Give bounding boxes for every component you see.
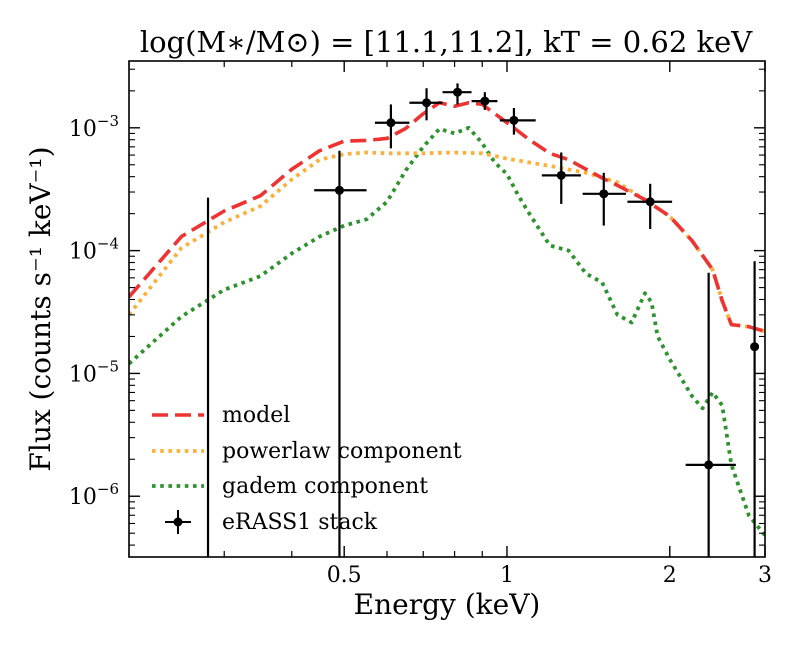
legend-label-gadem: gadem component [222, 474, 428, 499]
data-point [685, 272, 736, 557]
plot-frame [128, 60, 766, 558]
data-point [374, 104, 410, 149]
data-point [750, 261, 760, 557]
data-point-marker [750, 342, 760, 352]
data-point-marker [204, 615, 213, 624]
data-point [204, 197, 213, 624]
x-axis-label: Energy (keV) [354, 588, 541, 621]
legend-label-powerlaw: powerlaw component [222, 439, 462, 464]
legend: model powerlaw component gadem component… [152, 403, 462, 535]
x-tick-label: 1 [500, 563, 514, 588]
legend-swatch-erass1 [165, 510, 191, 534]
y-tick-label: 10−4 [69, 235, 119, 265]
data-point-marker [599, 189, 609, 199]
x-tick-label: 2 [663, 563, 677, 588]
data-point-marker [480, 96, 490, 106]
y-tick-label: 10−5 [69, 357, 119, 387]
data-point-marker [509, 115, 519, 125]
chart-title: log(M∗/M⊙) = [11.1,11.2], kT = 0.62 keV [140, 25, 753, 59]
legend-label-erass1: eRASS1 stack [222, 510, 378, 535]
data-point [541, 152, 581, 204]
plot-clip-group [129, 83, 765, 624]
series-line-model [129, 100, 765, 334]
data-point-marker [556, 170, 566, 180]
data-point-marker [422, 98, 432, 108]
data-point [627, 183, 673, 229]
y-tick-label: 10−3 [69, 112, 119, 142]
series-line-powerlaw-component [129, 150, 765, 334]
data-point [499, 107, 536, 135]
x-tick-label: 0.5 [327, 563, 362, 588]
data-point [314, 150, 367, 557]
x-tick-label: 3 [758, 563, 772, 588]
data-point [582, 172, 627, 226]
data-point-marker [645, 197, 655, 207]
y-tick-label: 10−6 [69, 480, 119, 510]
data-point-marker [334, 185, 344, 195]
plot-area [129, 83, 765, 624]
legend-label-model: model [222, 403, 290, 428]
axis-ticks: 0.5 1 2 3 10−6 10−5 10−4 10−3 [69, 60, 772, 588]
data-point [471, 92, 498, 110]
y-axis-label: Flux (counts s⁻¹ keV⁻¹) [24, 146, 57, 471]
data-point-marker [452, 87, 462, 97]
data-point [409, 88, 443, 121]
data-point-marker [704, 460, 714, 470]
data-point-marker [386, 118, 396, 128]
data-point [442, 83, 472, 105]
